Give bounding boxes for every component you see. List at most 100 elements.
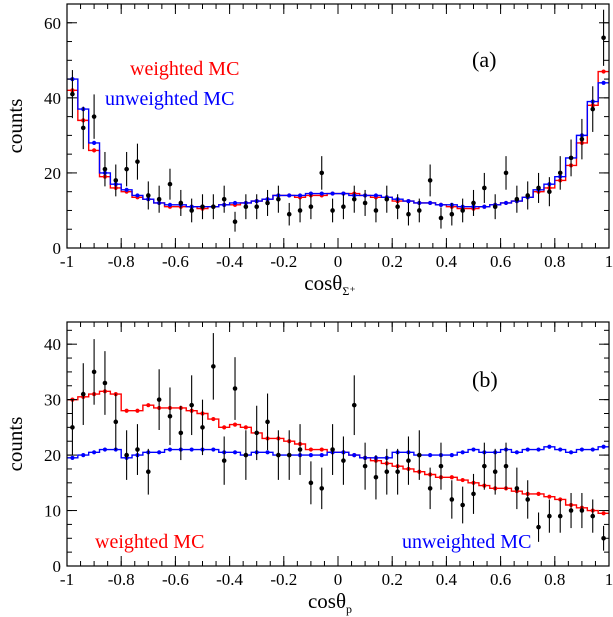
x-tick-label: -0.8 [108,570,135,589]
data-marker [91,369,97,375]
mc-point [482,204,487,209]
y-tick-label: 40 [44,89,61,108]
data-point [503,156,509,190]
mc-point [157,450,162,455]
data-point [438,207,444,229]
series-line-unweighted-mc [67,78,609,208]
data-point [373,198,379,223]
mc-point [547,444,552,449]
mc-point [558,497,563,502]
x-tick-label: 1 [605,570,613,589]
x-tick-label: 0.4 [436,570,458,589]
x-tick-label: -1 [60,570,74,589]
data-point [547,499,552,533]
x-tick-label: 0 [334,252,343,271]
x-tick-label: -0.6 [162,252,189,271]
mc-point [579,447,585,452]
data-marker [384,196,390,202]
data-point [471,189,476,216]
data-point [146,181,151,210]
x-tick-label: -1 [60,252,74,271]
mc-point [124,187,129,192]
mc-point [352,452,357,458]
x-tick-label: -0.2 [270,570,297,589]
data-point [211,333,216,400]
data-point [156,185,162,213]
plot-frame [66,321,610,567]
data-marker [492,469,498,475]
data-marker [178,430,184,436]
data-point [557,156,563,190]
plot-frame [66,3,610,249]
data-marker [373,474,379,480]
mc-point [167,447,173,452]
data-point [297,198,303,223]
data-point [460,486,465,524]
mc-point [124,408,129,413]
data-point [102,351,108,415]
data-marker [80,125,86,131]
data-marker [102,166,108,172]
data-point [211,194,216,220]
data-point [265,393,270,451]
data-marker [395,469,400,475]
data-point [232,211,238,232]
panel-tag: (b) [472,367,498,392]
data-marker [243,452,249,458]
data-point [113,393,119,451]
data-point [514,185,520,213]
data-point [243,194,249,220]
data-point [243,430,249,480]
data-point [449,480,455,519]
data-marker [135,159,140,164]
data-marker [70,425,75,430]
data-point [514,467,520,510]
data-marker [460,208,465,213]
data-marker [211,364,216,369]
data-point [276,185,281,213]
mc-point [428,200,433,206]
mc-point [341,191,346,196]
data-point [579,493,585,529]
mc-point [135,408,140,413]
y-tick-label: 40 [44,335,61,354]
data-point [568,139,574,177]
y-tick-label: 10 [44,502,61,521]
data-marker [113,178,119,183]
data-point [384,185,390,213]
mc-point [92,450,97,455]
panel-b: -1 -0.8 -0.6 -0.4 -0.2 0 0.2 0.4 0.6 0.8 101020304… [3,321,613,616]
mc-point [601,69,606,74]
data-point [590,499,596,533]
data-marker [156,196,162,202]
data-point [471,473,476,514]
data-point [547,177,552,207]
data-marker [341,204,346,210]
data-marker [547,513,552,519]
mc-point [536,447,541,452]
mc-point [146,403,151,408]
x-axis-label-main: cosθ [308,589,346,613]
data-marker [178,200,184,206]
data-point [113,164,119,197]
mc-point [601,444,606,449]
y-tick-label: 60 [44,14,61,33]
data-marker [113,419,119,425]
mc-point [449,452,454,458]
data-marker [124,452,129,458]
data-marker [330,447,335,452]
mc-point [308,447,313,452]
mc-point [406,198,411,204]
data-marker [449,211,455,217]
data-point [525,480,530,519]
data-point [362,189,368,216]
data-marker [135,447,140,452]
mc-point [297,193,303,198]
data-point [254,405,259,461]
data-point [221,436,227,485]
data-marker [146,469,151,475]
data-marker [102,380,108,386]
data-marker [482,185,487,191]
x-tick-label: 0.6 [490,570,511,589]
data-marker [221,196,227,202]
